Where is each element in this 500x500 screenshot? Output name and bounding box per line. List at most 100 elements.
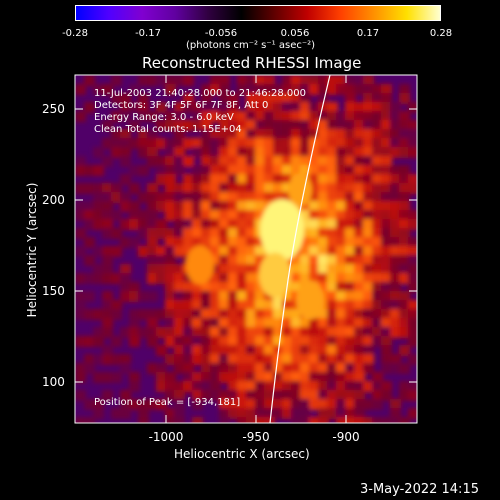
- colorbar-units: (photons cm⁻² s⁻¹ asec⁻²): [186, 40, 316, 51]
- x-tick-label: -1000: [148, 430, 184, 444]
- heatmap-cell: [156, 372, 167, 383]
- heatmap-cell: [129, 102, 140, 113]
- heatmap-cell: [282, 363, 293, 374]
- heatmap-cell: [345, 273, 356, 284]
- heatmap-cell: [264, 93, 275, 104]
- heatmap-cell: [84, 273, 95, 284]
- heatmap-cell: [264, 120, 275, 131]
- heatmap-cell: [201, 282, 212, 293]
- heatmap-cell: [345, 93, 356, 104]
- y-tick-label: 100: [42, 375, 65, 389]
- heatmap-cell: [255, 399, 266, 410]
- heatmap-cell: [75, 273, 86, 284]
- heatmap-cell: [318, 354, 329, 365]
- heatmap-cell: [318, 282, 329, 293]
- heatmap-cell: [165, 282, 176, 293]
- heatmap-cell: [210, 237, 221, 248]
- heatmap-cell: [102, 300, 113, 311]
- heatmap-cell: [282, 381, 293, 392]
- heatmap-cell: [390, 201, 401, 212]
- heatmap-cell: [165, 174, 176, 185]
- heatmap-cell: [408, 102, 417, 113]
- heatmap-cell: [165, 156, 176, 167]
- heatmap-cell: [228, 381, 239, 392]
- heatmap-cell: [282, 354, 293, 365]
- heatmap-cell: [183, 318, 194, 329]
- heatmap-cell: [372, 264, 383, 275]
- heatmap-cell: [309, 183, 320, 194]
- heatmap-cell: [345, 129, 356, 140]
- heatmap-cell: [219, 201, 230, 212]
- detectors-label: Detectors: 3F 4F 5F 6F 7F 8F, Att 0: [94, 100, 269, 111]
- heatmap-cell: [129, 120, 140, 131]
- heatmap-cell: [102, 372, 113, 383]
- heatmap-cell: [399, 129, 410, 140]
- heatmap-cell: [210, 174, 221, 185]
- heatmap-cell: [318, 138, 329, 149]
- heatmap-cell: [183, 363, 194, 374]
- heatmap-cell: [255, 102, 266, 113]
- heatmap-cell: [102, 309, 113, 320]
- heatmap-cell: [246, 264, 257, 275]
- heatmap-cell: [201, 192, 212, 203]
- heatmap-cell: [372, 120, 383, 131]
- heatmap-cell: [228, 300, 239, 311]
- heatmap-cell: [201, 336, 212, 347]
- heatmap-cell: [93, 246, 104, 257]
- heatmap-cell: [201, 291, 212, 302]
- heatmap-cell: [273, 354, 284, 365]
- heatmap-cell: [165, 111, 176, 122]
- heatmap-cell: [255, 381, 266, 392]
- heatmap-cell: [381, 111, 392, 122]
- heatmap-cell: [318, 318, 329, 329]
- heatmap-cell: [156, 192, 167, 203]
- heatmap-cell: [156, 102, 167, 113]
- heatmap-cell: [363, 354, 374, 365]
- heatmap-cell: [165, 246, 176, 257]
- heatmap-cell: [228, 93, 239, 104]
- heatmap-cell: [201, 102, 212, 113]
- heatmap-cell: [363, 309, 374, 320]
- heatmap-cell: [75, 291, 86, 302]
- heatmap-cell: [120, 201, 131, 212]
- heatmap-cell: [156, 399, 167, 410]
- heatmap-cell: [273, 408, 284, 419]
- heatmap-cell: [336, 417, 347, 423]
- heatmap-cell: [390, 237, 401, 248]
- heatmap-cell: [372, 201, 383, 212]
- heatmap-cell: [192, 372, 203, 383]
- heatmap-cell: [336, 246, 347, 257]
- heatmap-cell: [354, 345, 365, 356]
- heatmap-cell: [327, 255, 338, 266]
- x-tick-label: -950: [242, 430, 270, 444]
- heatmap-cell: [201, 327, 212, 338]
- heatmap-cell: [336, 129, 347, 140]
- heatmap-cell: [354, 174, 365, 185]
- heatmap-cell: [264, 165, 275, 176]
- heatmap-cell: [381, 255, 392, 266]
- heatmap-cell: [165, 138, 176, 149]
- heatmap-cell: [390, 120, 401, 131]
- y-tick-label: 200: [42, 193, 65, 207]
- heatmap-cell: [237, 255, 248, 266]
- heatmap-cell: [246, 75, 257, 86]
- heatmap-cell: [201, 345, 212, 356]
- heatmap-cell: [372, 300, 383, 311]
- heatmap-cell: [354, 183, 365, 194]
- heatmap-cell: [408, 138, 417, 149]
- heatmap-cell: [183, 183, 194, 194]
- heatmap-cell: [228, 363, 239, 374]
- heatmap-cell: [318, 174, 329, 185]
- heatmap-cell: [246, 246, 257, 257]
- heatmap-cell: [309, 372, 320, 383]
- heatmap-cell: [318, 201, 329, 212]
- heatmap-core: [288, 173, 312, 207]
- heatmap-cell: [354, 201, 365, 212]
- heatmap-cell: [372, 165, 383, 176]
- heatmap-cell: [408, 390, 417, 401]
- heatmap-cell: [138, 165, 149, 176]
- heatmap-cell: [354, 318, 365, 329]
- heatmap-cell: [309, 363, 320, 374]
- heatmap-cell: [354, 75, 365, 86]
